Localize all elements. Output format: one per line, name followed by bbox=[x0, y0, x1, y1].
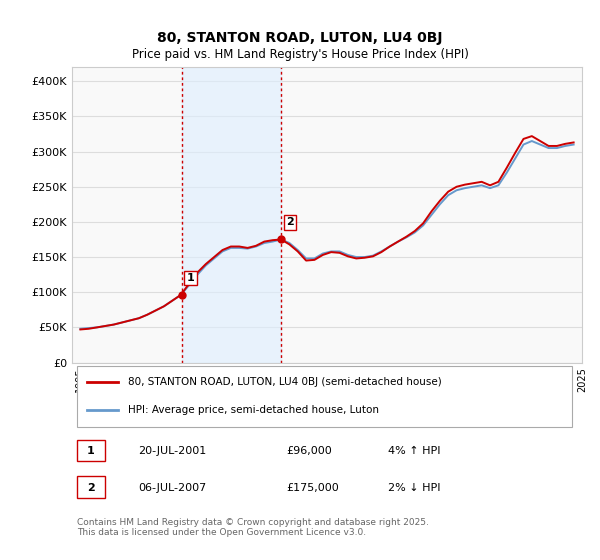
Bar bbox=[182, 67, 281, 362]
FancyBboxPatch shape bbox=[77, 477, 105, 498]
Text: 4% ↑ HPI: 4% ↑ HPI bbox=[388, 446, 440, 456]
Text: £175,000: £175,000 bbox=[286, 483, 339, 493]
Text: £96,000: £96,000 bbox=[286, 446, 332, 456]
Text: 80, STANTON ROAD, LUTON, LU4 0BJ (semi-detached house): 80, STANTON ROAD, LUTON, LU4 0BJ (semi-d… bbox=[128, 377, 442, 386]
Text: HPI: Average price, semi-detached house, Luton: HPI: Average price, semi-detached house,… bbox=[128, 405, 379, 415]
Text: 1: 1 bbox=[187, 273, 194, 283]
FancyBboxPatch shape bbox=[77, 440, 105, 461]
Text: 2: 2 bbox=[87, 483, 95, 493]
Text: 80, STANTON ROAD, LUTON, LU4 0BJ: 80, STANTON ROAD, LUTON, LU4 0BJ bbox=[157, 31, 443, 45]
FancyBboxPatch shape bbox=[77, 366, 572, 427]
Text: 20-JUL-2001: 20-JUL-2001 bbox=[139, 446, 206, 456]
Text: 06-JUL-2007: 06-JUL-2007 bbox=[139, 483, 206, 493]
Text: 1: 1 bbox=[87, 446, 95, 456]
Text: 2% ↓ HPI: 2% ↓ HPI bbox=[388, 483, 440, 493]
Text: 2: 2 bbox=[286, 217, 294, 227]
Text: Price paid vs. HM Land Registry's House Price Index (HPI): Price paid vs. HM Land Registry's House … bbox=[131, 48, 469, 60]
Text: Contains HM Land Registry data © Crown copyright and database right 2025.
This d: Contains HM Land Registry data © Crown c… bbox=[77, 518, 429, 537]
